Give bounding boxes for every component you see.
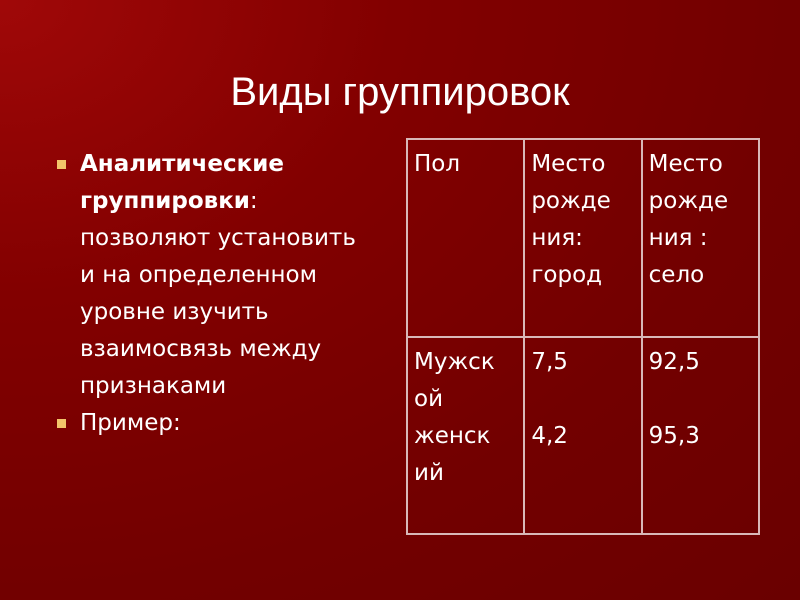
- bullet-term: Аналитические группировки: [80, 151, 284, 214]
- header-cell: Пол: [405, 138, 526, 338]
- bullet-text: позволяют установить и на определенном у…: [80, 225, 356, 399]
- bullet-square-icon: [57, 160, 66, 169]
- header-cell: Место рожде ния : село: [640, 138, 761, 338]
- header-cell: Место рожде ния: город: [523, 138, 643, 338]
- bullet-item: Аналитические группировки: позволяют уст…: [57, 146, 377, 405]
- table-cell-village: 92,5 95,3: [640, 336, 761, 535]
- table-header-row: Пол Место рожде ния: город Место рожде н…: [405, 138, 761, 338]
- table-cell-city: 7,5 4,2: [523, 336, 643, 535]
- bullet-item: Пример:: [57, 405, 377, 442]
- table-row: Мужск ой женск ий 7,5 4,2 92,5 95,3: [405, 336, 761, 535]
- bullet-square-icon: [57, 419, 66, 428]
- data-table: Пол Место рожде ния: город Место рожде н…: [405, 138, 761, 535]
- table-cell-sex: Мужск ой женск ий: [405, 336, 526, 535]
- bullet-text: Пример:: [80, 410, 181, 436]
- slide-title: Виды группировок: [230, 70, 570, 114]
- bullet-list: Аналитические группировки: позволяют уст…: [57, 146, 377, 442]
